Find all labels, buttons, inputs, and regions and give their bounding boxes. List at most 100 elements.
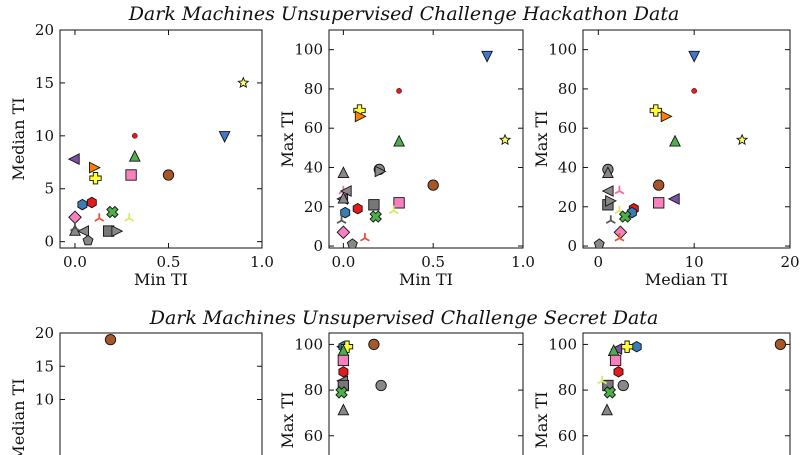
data-point	[337, 403, 350, 416]
y-axis-label: Max TI	[278, 110, 297, 167]
data-point	[603, 386, 617, 399]
x-tick-label: 0	[594, 253, 604, 271]
data-point	[601, 403, 613, 416]
data-point	[613, 366, 624, 378]
x-tick-label: 0.5	[421, 253, 445, 271]
data-point	[393, 134, 406, 147]
data-point	[124, 213, 135, 222]
data-points	[336, 50, 512, 248]
data-point	[691, 88, 698, 94]
axes-frame	[59, 29, 263, 249]
x-tick-label: 1.0	[250, 253, 274, 271]
y-tick-label: 0	[567, 237, 577, 255]
data-point	[94, 213, 105, 222]
panel-hackathon-median-vs-min: 0 5 10 15 20 0.0 0.5 1.0 Min TI Median TI	[9, 21, 274, 289]
data-point	[128, 149, 141, 162]
y-tick-label: 100	[294, 41, 323, 59]
data-point	[359, 232, 370, 242]
data-point	[618, 210, 632, 223]
data-point	[111, 225, 124, 238]
y-tick-label: 15	[35, 74, 54, 92]
data-point	[336, 225, 351, 240]
axes-frame	[582, 332, 791, 455]
data-point	[614, 185, 625, 195]
data-point	[653, 197, 665, 209]
y-tick-label: 40	[304, 158, 323, 176]
data-point	[601, 166, 614, 179]
y-tick-label: 100	[294, 335, 323, 353]
x-tick-label: 10	[685, 253, 704, 271]
axes-frame	[582, 29, 791, 249]
data-point	[131, 132, 138, 139]
y-axis-label: Median TI	[9, 97, 28, 180]
y-tick-label: 10	[35, 127, 54, 145]
data-point	[614, 232, 625, 242]
data-point	[338, 366, 349, 378]
y-tick-label: 80	[558, 381, 577, 399]
data-point	[375, 379, 387, 392]
data-point	[125, 169, 137, 181]
x-tick-label: 1.0	[511, 253, 535, 271]
data-point	[774, 338, 787, 351]
data-points	[104, 334, 117, 346]
panel-hackathon-max-vs-median: 0 20 40 60 80 100 0 10 20 Median TI Max TI	[532, 29, 800, 289]
data-point	[354, 110, 367, 123]
data-point	[388, 205, 399, 215]
data-point	[735, 133, 749, 146]
data-point	[352, 202, 363, 215]
data-point	[613, 225, 628, 240]
data-points	[67, 76, 250, 246]
x-tick-label: 0.0	[331, 253, 355, 271]
data-point	[498, 133, 512, 146]
data-point	[162, 169, 175, 181]
data-point	[660, 110, 673, 123]
y-tick-label: 60	[304, 119, 323, 137]
y-tick-label: 0	[313, 237, 323, 255]
data-points	[335, 338, 387, 416]
data-point	[336, 215, 347, 224]
x-axis-label: Min TI	[134, 270, 188, 289]
data-point	[396, 88, 402, 94]
data-point	[667, 192, 680, 205]
y-tick-label: 80	[304, 381, 323, 399]
data-point	[86, 196, 97, 209]
data-point	[653, 179, 665, 191]
data-point	[369, 210, 382, 223]
y-tick-label: 60	[304, 427, 323, 445]
y-tick-label: 10	[35, 391, 54, 409]
data-point	[70, 222, 80, 232]
data-point	[597, 375, 608, 385]
data-point	[337, 354, 350, 367]
panel-secret-max-vs-median: 60 80 100 Max TI	[532, 332, 791, 455]
data-point	[335, 386, 348, 399]
y-tick-label: 100	[548, 335, 577, 353]
panel-hackathon-max-vs-min: 0 20 40 60 80 100 0.0 0.5 1.0 Min TI Max TI	[278, 29, 535, 289]
y-tick-label: 80	[558, 80, 577, 98]
data-point	[617, 379, 629, 392]
data-point	[340, 340, 354, 353]
data-point	[218, 131, 231, 144]
y-axis-label: Median TI	[9, 378, 28, 455]
secret-title: Dark Machines Unsupervised Challenge Sec…	[149, 307, 659, 329]
data-point	[237, 76, 250, 89]
x-axis-label: Median TI	[645, 270, 728, 289]
data-point	[89, 172, 102, 185]
x-tick-label: 0.5	[157, 253, 181, 271]
data-point	[605, 194, 618, 207]
y-axis-label: Max TI	[532, 391, 551, 448]
data-point	[427, 179, 439, 191]
y-tick-label: 20	[558, 198, 577, 216]
data-point	[593, 238, 605, 248]
data-point	[393, 197, 405, 209]
y-tick-label: 40	[558, 158, 577, 176]
data-point	[77, 198, 88, 211]
data-point	[609, 354, 622, 367]
data-point	[337, 166, 350, 179]
y-tick-label: 20	[35, 324, 54, 342]
data-point	[68, 210, 82, 225]
hackathon-title: Dark Machines Unsupervised Challenge Hac…	[128, 3, 680, 25]
y-tick-label: 20	[35, 21, 54, 39]
data-point	[669, 134, 681, 147]
